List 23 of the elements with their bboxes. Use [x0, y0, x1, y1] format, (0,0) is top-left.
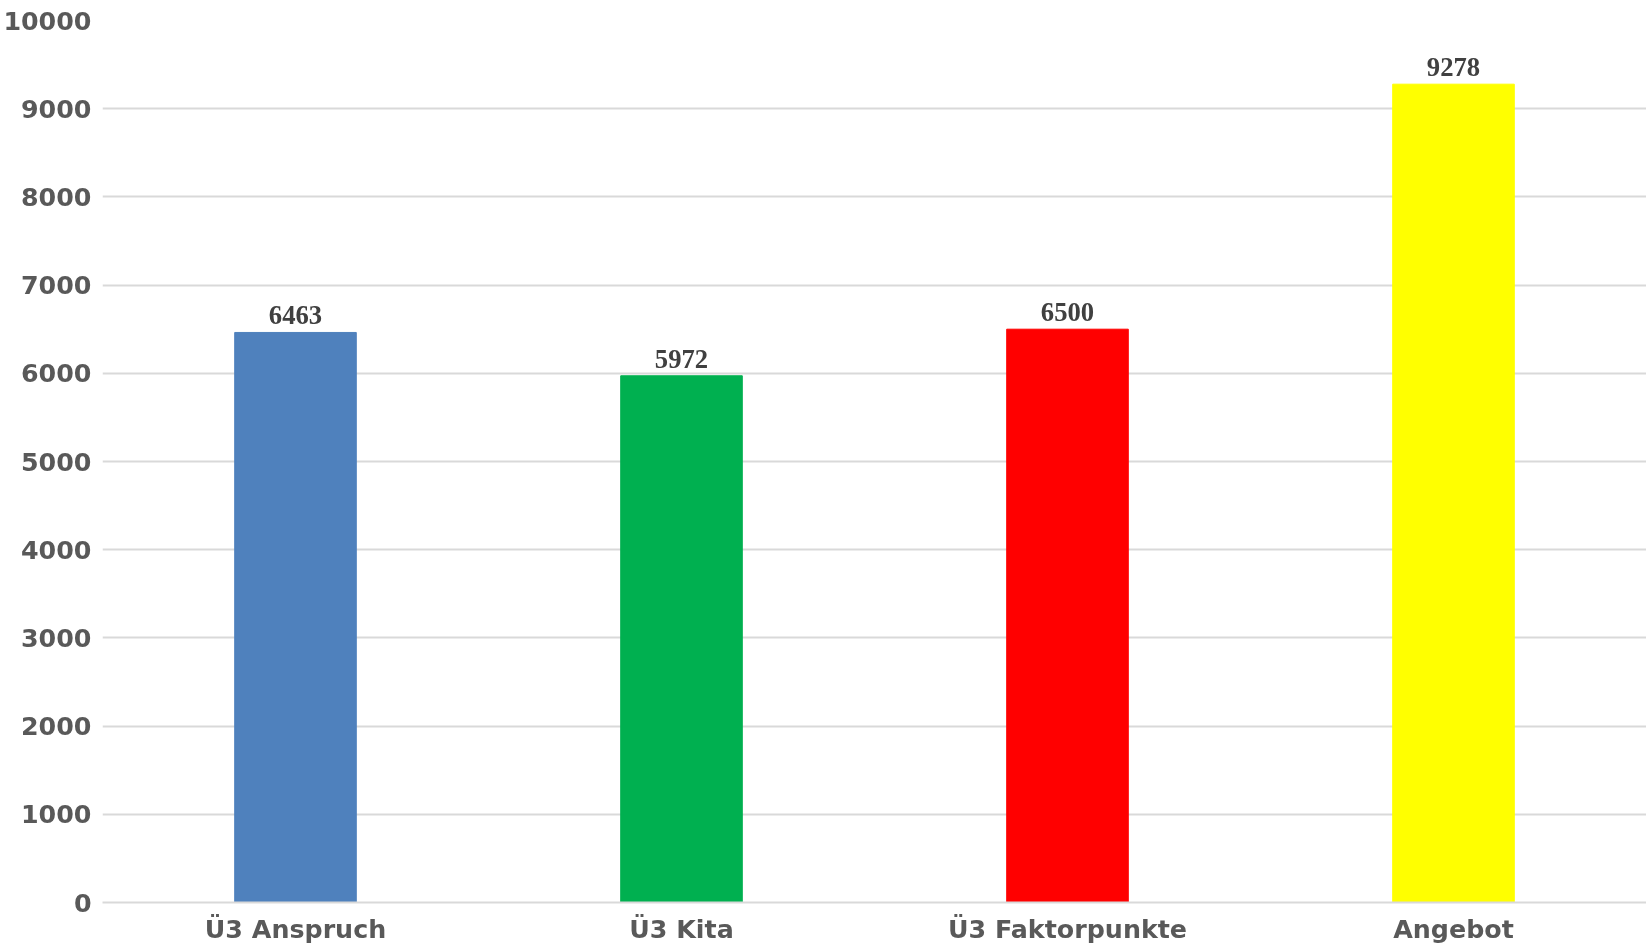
data-label: 9278: [1426, 52, 1481, 83]
y-tick-label: 1000: [21, 799, 92, 830]
bar: [1392, 83, 1515, 903]
x-tick-label: Angebot: [1393, 913, 1514, 944]
y-tick-label: 7000: [21, 270, 92, 301]
y-tick-label: 6000: [21, 358, 92, 389]
y-tick-label: 10000: [3, 5, 92, 36]
y-tick-label: 5000: [21, 446, 92, 477]
y-tick-label: 2000: [21, 711, 92, 742]
y-tick-label: 0: [73, 887, 92, 918]
y-tick-label: 3000: [21, 622, 92, 653]
data-label: 6500: [1040, 297, 1095, 328]
x-tick-label: Ü3 Faktorpunkte: [947, 913, 1188, 944]
x-tick-label: Ü3 Anspruch: [204, 913, 387, 944]
x-tick-label: Ü3 Kita: [629, 913, 734, 944]
bar: [620, 375, 743, 903]
data-label: 5972: [654, 343, 709, 374]
bar: [234, 331, 357, 903]
bar: [1006, 328, 1129, 903]
y-tick-label: 4000: [21, 534, 92, 565]
y-tick-label: 9000: [21, 93, 92, 124]
y-tick-label: 8000: [21, 181, 92, 212]
data-label: 6463: [268, 300, 323, 331]
